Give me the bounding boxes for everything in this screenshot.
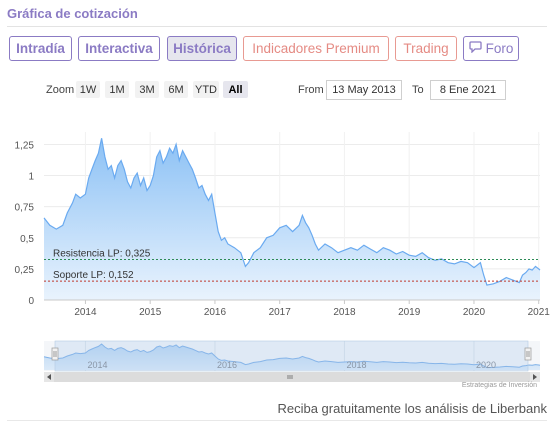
navigator-line — [43, 343, 541, 369]
x-tick-label: 2017 — [269, 307, 292, 318]
navigator-tick-label: 2016 — [217, 360, 237, 370]
x-tick-label: 2020 — [463, 307, 486, 318]
zoom-6m-button[interactable]: 6M — [164, 81, 188, 98]
chat-bubble-icon — [468, 41, 482, 56]
from-label: From — [298, 84, 324, 96]
page-title: Gráfica de cotización — [7, 6, 138, 21]
promo-link[interactable]: Reciba gratuitamente los análisis de Lib… — [277, 401, 547, 416]
navigator-left-handle[interactable] — [51, 347, 59, 361]
scrollbar-grip-icon — [287, 375, 293, 379]
tab-historica[interactable]: Histórica — [167, 36, 237, 61]
price-line — [43, 138, 541, 286]
from-date-input[interactable]: 13 May 2013 — [326, 80, 402, 100]
zoom-ytd-button[interactable]: YTD — [193, 81, 219, 98]
tab-foro[interactable]: Foro — [463, 36, 519, 61]
navigator-tick-label: 2020 — [476, 360, 496, 370]
price-chart[interactable]: 0 0,25 0,5 0,75 1 1,25 Resistencia LP: 0,325 S… — [0, 0, 559, 400]
arrow-right-icon — [533, 374, 537, 380]
navigator-selection[interactable] — [54, 340, 529, 372]
bottom-divider — [7, 420, 547, 421]
resistance-label: Resistencia LP: 0,325 — [53, 249, 151, 260]
tab-intradia[interactable]: Intradía — [9, 36, 72, 61]
zoom-1w-button[interactable]: 1W — [76, 81, 100, 98]
tab-interactiva[interactable]: Interactiva — [78, 36, 160, 61]
y-tick-label: 0,5 — [20, 234, 34, 245]
to-label: To — [412, 84, 424, 96]
scroll-left-button[interactable] — [44, 372, 54, 382]
x-tick-label: 2015 — [139, 307, 162, 318]
y-tick-label: 0 — [28, 296, 34, 307]
support-label: Soporte LP: 0,152 — [53, 270, 134, 281]
navigator-tick-label: 2014 — [87, 360, 107, 370]
x-tick-label: 2018 — [333, 307, 356, 318]
tab-indicadores-premium[interactable]: Indicadores Premium — [243, 36, 389, 61]
x-tick-label: 2016 — [204, 307, 227, 318]
x-tick-label: 2021 — [528, 307, 551, 318]
tab-trading[interactable]: Trading — [395, 36, 457, 61]
x-tick-label: 2014 — [74, 307, 97, 318]
zoom-1m-button[interactable]: 1M — [105, 81, 129, 98]
zoom-label: Zoom — [46, 84, 75, 96]
y-tick-label: 0,25 — [15, 265, 35, 276]
scroll-right-button[interactable] — [530, 372, 540, 382]
y-tick-label: 1 — [28, 172, 34, 183]
arrow-left-icon — [47, 374, 51, 380]
navigator-tick-label: 2018 — [346, 360, 366, 370]
navigator-area — [44, 344, 540, 370]
zoom-all-button[interactable]: All — [223, 81, 248, 98]
y-tick-label: 1,25 — [15, 140, 35, 151]
y-tick-label: 0,75 — [15, 203, 35, 214]
zoom-3m-button[interactable]: 3M — [135, 81, 159, 98]
x-tick-label: 2019 — [398, 307, 421, 318]
title-divider — [7, 26, 547, 27]
to-date-input[interactable]: 8 Ene 2021 — [430, 80, 506, 100]
tab-foro-label: Foro — [485, 41, 514, 56]
chart-credits[interactable]: Estrategias de Inversión — [461, 382, 537, 389]
navigator-right-handle[interactable] — [524, 347, 532, 361]
